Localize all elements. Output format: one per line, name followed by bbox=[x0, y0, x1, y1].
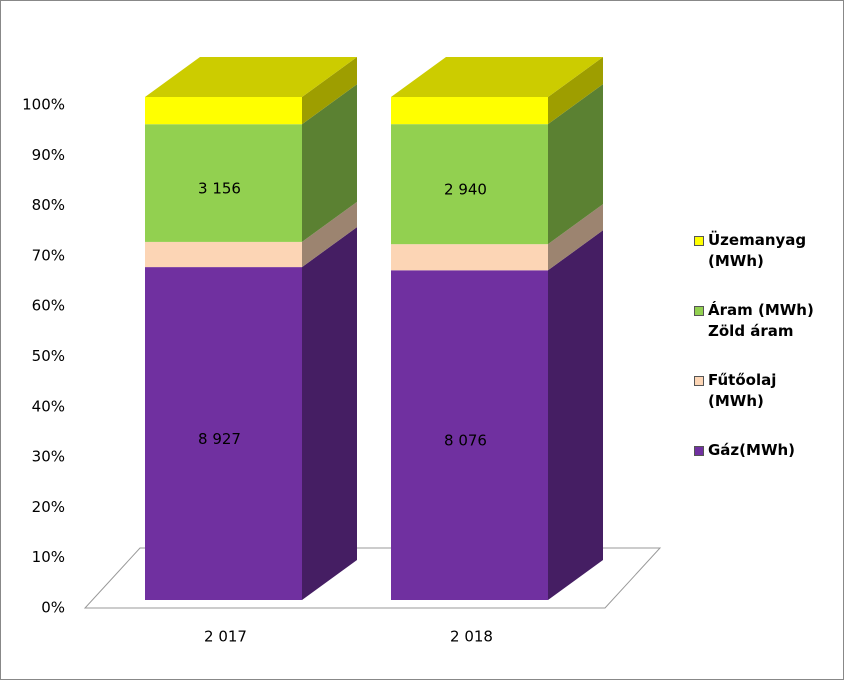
data-label: 8 927 bbox=[198, 430, 241, 448]
y-tick-label: 20% bbox=[32, 498, 65, 516]
legend-item: Fűtőolaj (MWh) bbox=[694, 370, 844, 412]
x-tick-label: 2 018 bbox=[450, 628, 493, 646]
legend-swatch bbox=[694, 446, 704, 456]
bar-top bbox=[391, 57, 603, 97]
y-tick-label: 60% bbox=[32, 297, 65, 315]
bar-front bbox=[145, 97, 302, 125]
bar-side bbox=[302, 57, 357, 125]
bar-front bbox=[391, 124, 548, 245]
y-tick-label: 50% bbox=[32, 347, 65, 365]
data-label: 3 156 bbox=[198, 180, 241, 198]
bar-side bbox=[548, 230, 603, 600]
bar-side bbox=[548, 84, 603, 245]
legend-swatch bbox=[694, 306, 704, 316]
bar-side bbox=[302, 201, 357, 268]
bar-front bbox=[145, 241, 302, 268]
y-tick-label: 30% bbox=[32, 448, 65, 466]
y-tick-label: 10% bbox=[32, 548, 65, 566]
bar-side bbox=[548, 204, 603, 271]
y-tick-label: 100% bbox=[22, 96, 65, 114]
bar-segment bbox=[391, 57, 603, 125]
y-tick-label: 70% bbox=[32, 246, 65, 264]
legend: Üzemanyag (MWh) Áram (MWh) Zöld áram Fűtőo… bbox=[694, 230, 844, 489]
bar-segment bbox=[145, 84, 357, 242]
legend-label: Gáz(MWh) bbox=[708, 441, 796, 459]
data-label: 2 940 bbox=[444, 181, 487, 199]
bar-side bbox=[548, 57, 603, 125]
y-tick-label: 80% bbox=[32, 196, 65, 214]
y-tick-label: 40% bbox=[32, 397, 65, 415]
legend-label: Áram (MWh) Zöld áram bbox=[708, 301, 814, 340]
bar-segment bbox=[391, 230, 603, 600]
bar-side bbox=[302, 84, 357, 242]
bar-front bbox=[145, 267, 302, 600]
bar-front bbox=[145, 124, 302, 242]
bar-front bbox=[391, 97, 548, 125]
legend-item: Üzemanyag (MWh) bbox=[694, 230, 844, 272]
y-tick-label: 0% bbox=[41, 599, 65, 617]
bar-segment bbox=[145, 201, 357, 268]
legend-label: Üzemanyag (MWh) bbox=[708, 231, 807, 270]
legend-item: Áram (MWh) Zöld áram bbox=[694, 300, 844, 342]
legend-label: Fűtőolaj (MWh) bbox=[708, 371, 777, 410]
bar-segment bbox=[145, 57, 357, 125]
bar-front bbox=[391, 244, 548, 271]
legend-swatch bbox=[694, 236, 704, 246]
legend-swatch bbox=[694, 376, 704, 386]
bar-segment bbox=[391, 84, 603, 245]
bar-side bbox=[302, 227, 357, 600]
x-tick-label: 2 017 bbox=[204, 628, 247, 646]
bar-segment bbox=[145, 227, 357, 600]
data-label: 8 076 bbox=[444, 432, 487, 450]
bar-segment bbox=[391, 204, 603, 271]
legend-item: Gáz(MWh) bbox=[694, 440, 844, 461]
bar-top bbox=[145, 57, 357, 97]
y-tick-label: 90% bbox=[32, 146, 65, 164]
bar-front bbox=[391, 270, 548, 600]
